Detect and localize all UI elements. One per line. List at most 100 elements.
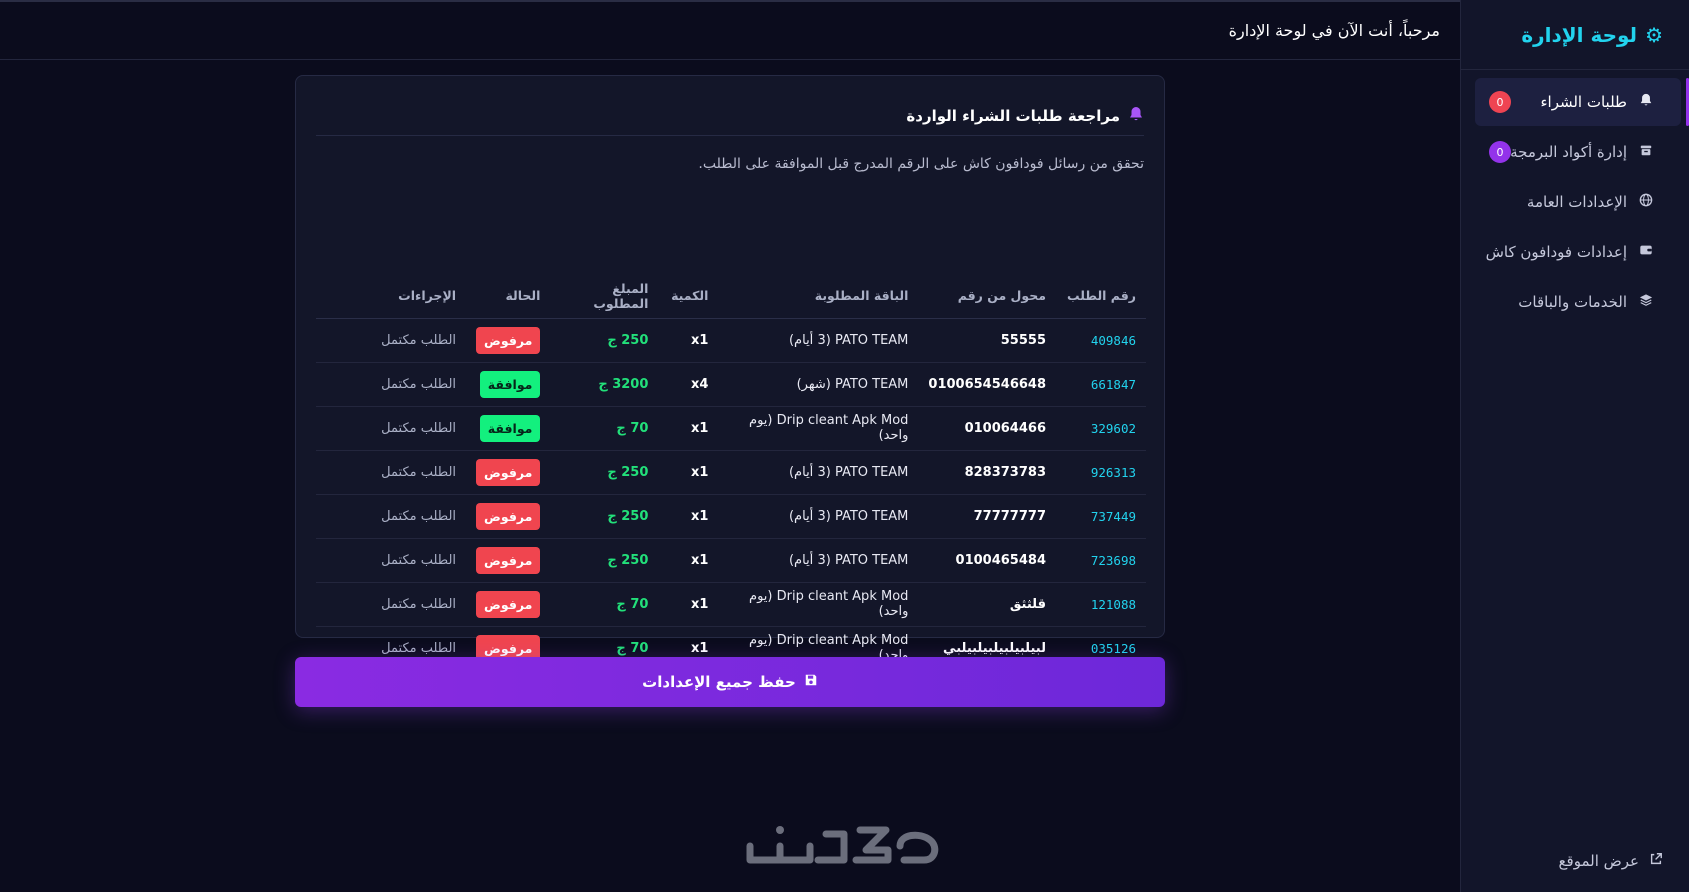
card-header: مراجعة طلبات الشراء الواردة bbox=[316, 96, 1144, 136]
gear-icon: ⚙ bbox=[1645, 22, 1663, 47]
order-id: 737449 bbox=[1056, 494, 1146, 539]
quantity: x4 bbox=[658, 362, 719, 407]
column-header: الحالة bbox=[466, 274, 551, 319]
sidebar-item-label: طلبات الشراء bbox=[1540, 93, 1627, 111]
khamsat-watermark-logo bbox=[740, 820, 950, 872]
brand[interactable]: لوحة الإدارة ⚙ bbox=[1461, 0, 1689, 70]
quantity: x1 bbox=[658, 406, 719, 451]
brand-label: لوحة الإدارة bbox=[1521, 22, 1638, 47]
action-text: الطلب مكتمل bbox=[316, 450, 467, 495]
table-row: 035126 لبيلبيلبيلبيلبيلبي Drip cleant Ap… bbox=[316, 626, 1146, 671]
status-cell: مرفوض bbox=[466, 318, 551, 363]
order-id: 926313 bbox=[1056, 450, 1146, 495]
order-id: 121088 bbox=[1056, 582, 1146, 627]
action-text: الطلب مكتمل bbox=[316, 494, 467, 539]
amount: 250 ج bbox=[550, 318, 659, 363]
orders-table: رقم الطلب محول من رقم الباقة المطلوبة ال… bbox=[316, 274, 1146, 671]
status-badge: مرفوض bbox=[476, 458, 541, 486]
view-site-link[interactable]: عرض الموقع bbox=[1559, 852, 1663, 870]
box-icon bbox=[1637, 143, 1655, 161]
status-cell: موافقة bbox=[466, 362, 551, 407]
sidebar-item-code-management[interactable]: 0 إدارة أكواد البرمجة bbox=[1475, 128, 1681, 176]
column-header: الكمية bbox=[658, 274, 719, 319]
status-badge: مرفوض bbox=[476, 326, 541, 354]
package-name: PATO TEAM (3 أيام) bbox=[718, 450, 919, 495]
table-row: 121088 قلثثق Drip cleant Apk Mod (يوم وا… bbox=[316, 582, 1146, 627]
package-name: PATO TEAM (شهر) bbox=[718, 362, 919, 407]
sidebar-item-label: إدارة أكواد البرمجة bbox=[1510, 143, 1627, 161]
status-cell: مرفوض bbox=[466, 538, 551, 583]
status-badge: مرفوض bbox=[476, 546, 541, 574]
bell-icon bbox=[1128, 106, 1144, 126]
sidebar-nav: 0 طلبات الشراء 0 إدارة أكواد البرمجة الإ… bbox=[1461, 78, 1689, 326]
order-id: 329602 bbox=[1056, 406, 1146, 451]
amount: 250 ج bbox=[550, 538, 659, 583]
layers-icon bbox=[1637, 293, 1655, 311]
amount: 3200 ج bbox=[550, 362, 659, 407]
sidebar-item-services-packages[interactable]: الخدمات والباقات bbox=[1475, 278, 1681, 326]
orders-count-badge: 0 bbox=[1489, 91, 1511, 113]
status-badge: مرفوض bbox=[476, 502, 541, 530]
quantity: x1 bbox=[658, 450, 719, 495]
table-row: 737449 77777777 PATO TEAM (3 أيام) x1 25… bbox=[316, 494, 1146, 539]
sender-number: 55555 bbox=[918, 318, 1056, 363]
save-icon bbox=[804, 673, 818, 691]
column-header: المبلغ المطلوب bbox=[550, 274, 659, 319]
table-row: 723698 0100465484 PATO TEAM (3 أيام) x1 … bbox=[316, 538, 1146, 583]
table-row: 329602 010064466 Drip cleant Apk Mod (يو… bbox=[316, 406, 1146, 451]
amount: 250 ج bbox=[550, 450, 659, 495]
sidebar-item-purchase-orders[interactable]: 0 طلبات الشراء bbox=[1475, 78, 1689, 126]
sender-number: 010064466 bbox=[918, 406, 1056, 451]
action-text: الطلب مكتمل bbox=[316, 406, 467, 451]
package-name: Drip cleant Apk Mod (يوم واحد) bbox=[718, 406, 919, 451]
top-header: مرحباً، أنت الآن في لوحة الإدارة bbox=[0, 0, 1460, 60]
view-site-label: عرض الموقع bbox=[1558, 852, 1639, 870]
purchase-orders-card: مراجعة طلبات الشراء الواردة تحقق من رسائ… bbox=[295, 75, 1165, 671]
column-header: الباقة المطلوبة bbox=[718, 274, 919, 319]
package-name: Drip cleant Apk Mod (يوم واحد) bbox=[718, 582, 919, 627]
package-name: PATO TEAM (3 أيام) bbox=[718, 538, 919, 583]
welcome-text: مرحباً، أنت الآن في لوحة الإدارة bbox=[1228, 21, 1440, 40]
quantity: x1 bbox=[658, 494, 719, 539]
sidebar-item-label: الخدمات والباقات bbox=[1518, 293, 1627, 311]
table-row: 409846 55555 PATO TEAM (3 أيام) x1 250 ج… bbox=[316, 318, 1146, 363]
status-cell: مرفوض bbox=[466, 450, 551, 495]
sidebar-item-vodafone-cash-settings[interactable]: إعدادات فودافون كاش bbox=[1475, 228, 1681, 276]
amount: 70 ج bbox=[550, 582, 659, 627]
sender-number: قلثثق bbox=[918, 582, 1056, 627]
order-id: 661847 bbox=[1056, 362, 1146, 407]
quantity: x1 bbox=[658, 538, 719, 583]
column-header: محول من رقم bbox=[918, 274, 1056, 319]
column-header: رقم الطلب bbox=[1056, 274, 1146, 319]
table-row: 661847 0100654546648 PATO TEAM (شهر) x4 … bbox=[316, 362, 1146, 407]
wallet-icon bbox=[1637, 243, 1655, 261]
codes-count-badge: 0 bbox=[1489, 141, 1511, 163]
column-header: الإجراءات bbox=[316, 274, 467, 319]
sender-number: 828373783 bbox=[918, 450, 1056, 495]
status-badge: موافقة bbox=[479, 370, 541, 398]
sidebar: لوحة الإدارة ⚙ 0 طلبات الشراء 0 إدارة أك… bbox=[1460, 0, 1689, 892]
order-id: 409846 bbox=[1056, 318, 1146, 363]
sender-number: 0100465484 bbox=[918, 538, 1056, 583]
amount: 70 ج bbox=[550, 406, 659, 451]
watermark-logo-svg bbox=[746, 826, 939, 864]
status-cell: مرفوض bbox=[466, 582, 551, 627]
quantity: x1 bbox=[658, 582, 719, 627]
orders-table-body: 409846 55555 PATO TEAM (3 أيام) x1 250 ج… bbox=[316, 318, 1146, 671]
status-cell: مرفوض bbox=[466, 494, 551, 539]
save-all-settings-button[interactable]: حفظ جميع الإعدادات bbox=[295, 657, 1165, 707]
status-cell: موافقة bbox=[466, 406, 551, 451]
bell-icon bbox=[1637, 93, 1655, 111]
sidebar-item-general-settings[interactable]: الإعدادات العامة bbox=[1475, 178, 1681, 226]
action-text: الطلب مكتمل bbox=[316, 318, 467, 363]
external-link-icon bbox=[1649, 852, 1663, 870]
action-text: الطلب مكتمل bbox=[316, 538, 467, 583]
order-id: 723698 bbox=[1056, 538, 1146, 583]
card-title: مراجعة طلبات الشراء الواردة bbox=[906, 106, 1120, 125]
globe-icon bbox=[1637, 193, 1655, 211]
sender-number: 0100654546648 bbox=[918, 362, 1056, 407]
sender-number: 77777777 bbox=[918, 494, 1056, 539]
sidebar-item-label: إعدادات فودافون كاش bbox=[1485, 243, 1627, 261]
status-badge: موافقة bbox=[479, 414, 541, 442]
package-name: PATO TEAM (3 أيام) bbox=[718, 318, 919, 363]
